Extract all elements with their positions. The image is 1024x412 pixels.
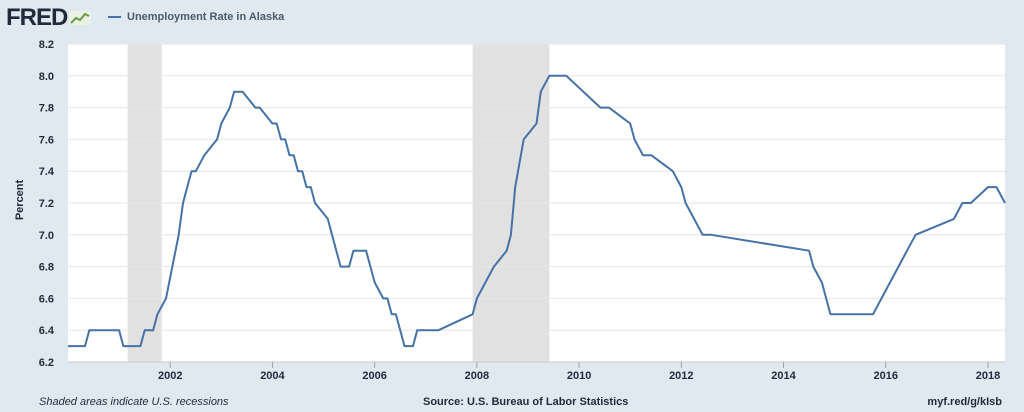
y-tick-label: 6.6 <box>39 293 54 305</box>
y-tick-label: 6.2 <box>39 357 54 369</box>
short-url[interactable]: myf.red/g/kIsb <box>927 396 1002 408</box>
y-tick-label: 6.8 <box>39 262 54 274</box>
x-tick-label: 2010 <box>567 370 591 382</box>
legend-label: Unemployment Rate in Alaska <box>127 11 285 23</box>
y-tick-label: 7.8 <box>39 103 54 115</box>
y-tick-label: 7.6 <box>39 134 54 146</box>
x-tick-label: 2018 <box>976 370 1000 382</box>
legend-line-swatch <box>108 16 121 18</box>
x-tick-label: 2014 <box>771 370 796 382</box>
y-tick-label: 8.2 <box>39 39 54 51</box>
x-tick-label: 2002 <box>158 370 182 382</box>
y-tick-label: 7.0 <box>39 230 54 242</box>
source-credit[interactable]: Source: U.S. Bureau of Labor Statistics <box>423 396 629 408</box>
series-group <box>68 74 1006 348</box>
y-tick-label: 7.2 <box>39 198 54 210</box>
logo-chart-icon <box>69 11 92 25</box>
y-axis-label: Percent <box>14 179 26 220</box>
legend: Unemployment Rate in Alaska <box>108 11 284 23</box>
graph-header: FRED Unemployment Rate in Alaska <box>0 0 1024 34</box>
x-axis-ticks: 2002 2004 2006 2008 2010 2012 2014 2016 2018 <box>158 362 1000 382</box>
x-tick-label: 2006 <box>362 370 386 382</box>
x-tick-label: 2008 <box>465 370 489 382</box>
logo-text: FRED <box>6 4 68 31</box>
recession-note: Shaded areas indicate U.S. recessions <box>39 396 229 408</box>
fred-logo[interactable]: FRED <box>6 4 92 31</box>
y-tick-label: 7.4 <box>39 166 55 178</box>
graph-footer: Shaded areas indicate U.S. recessions So… <box>0 394 1024 412</box>
x-tick-label: 2016 <box>874 370 898 382</box>
x-tick-label: 2012 <box>669 370 693 382</box>
series-line-1 <box>68 74 1006 348</box>
y-tick-label: 6.4 <box>39 325 55 337</box>
y-tick-label: 8.0 <box>39 71 54 83</box>
y-axis-ticks: 6.2 6.4 6.6 6.8 7.0 7.2 7.4 7.6 7.8 8.0 8.2 <box>39 39 55 369</box>
x-tick-label: 2004 <box>260 370 285 382</box>
gridlines <box>68 43 1005 363</box>
